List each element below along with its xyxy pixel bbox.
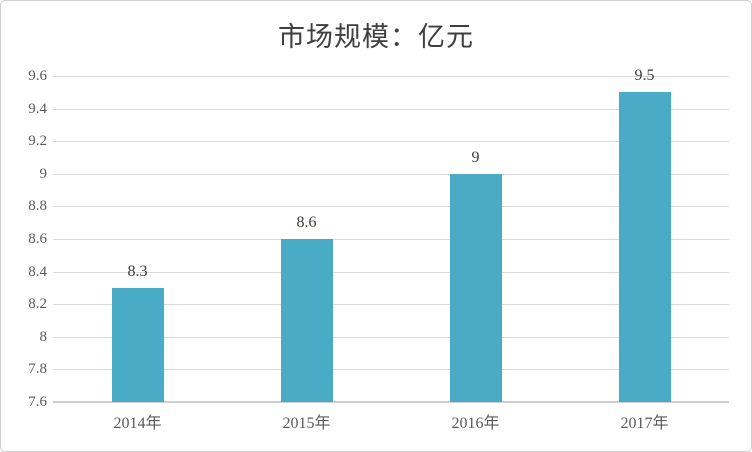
y-axis-tick-label: 8.6 — [28, 231, 47, 247]
gridline — [53, 141, 729, 143]
chart-title: 市场规模：亿元 — [278, 22, 474, 52]
gridline — [53, 304, 729, 306]
gridline — [53, 206, 729, 208]
x-axis-tick-label: 2015年 — [282, 415, 331, 432]
y-axis-tick-label: 9.2 — [28, 133, 47, 150]
y-axis-tick-label: 9.6 — [28, 68, 47, 84]
gridline — [53, 76, 729, 77]
bar-value-label: 9.5 — [634, 67, 655, 85]
gridline — [53, 271, 729, 273]
y-axis-tick-label: 9.4 — [28, 100, 47, 117]
gridline — [53, 173, 729, 175]
y-axis-tick-label: 7.8 — [28, 361, 47, 378]
bar-value-label: 8.3 — [127, 262, 148, 280]
bar-2017年 — [618, 92, 671, 402]
gridline — [53, 108, 729, 110]
gridline — [53, 336, 729, 338]
bar-2016年 — [449, 173, 502, 402]
bar-value-label: 9 — [471, 148, 480, 166]
y-axis-tick-label: 9 — [39, 165, 48, 182]
x-axis-line — [53, 401, 729, 403]
bar-value-label: 8.6 — [296, 214, 317, 231]
x-axis-tick-label: 2016年 — [451, 415, 500, 432]
x-axis-tick-label: 2014年 — [113, 415, 162, 432]
gridline — [53, 369, 729, 371]
y-axis-tick-label: 8 — [39, 328, 48, 345]
y-axis-tick-label: 7.6 — [28, 394, 47, 410]
gridline — [53, 239, 729, 240]
x-axis-tick-label: 2017年 — [620, 415, 669, 432]
bar-2014年 — [111, 287, 164, 402]
y-axis-tick-label: 8.8 — [28, 198, 47, 215]
plot-area: 8.3 8.6 9 9.5 — [53, 67, 729, 403]
y-axis-tick-label: 8.2 — [28, 296, 47, 313]
bar-2015年 — [280, 239, 333, 402]
y-axis-tick-label: 8.4 — [28, 263, 47, 280]
